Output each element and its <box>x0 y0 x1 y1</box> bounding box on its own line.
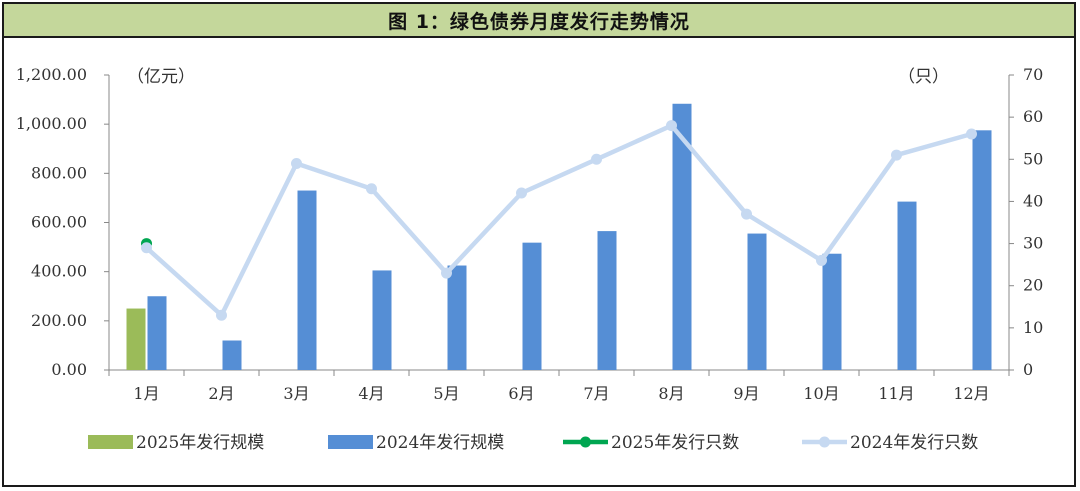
bar <box>522 242 542 370</box>
right-tick-label: 40 <box>1023 191 1043 210</box>
bar <box>297 190 317 370</box>
x-tick-label: 11月 <box>878 384 914 403</box>
x-tick-label: 5月 <box>433 384 459 403</box>
left-tick-label: 0.00 <box>51 360 87 379</box>
bars <box>126 103 992 370</box>
legend-label: 2025年发行规模 <box>136 433 264 453</box>
x-tick-label: 3月 <box>283 384 309 403</box>
line-point <box>816 254 827 266</box>
right-tick-label: 0 <box>1023 360 1033 379</box>
x-tick-label: 2月 <box>208 384 234 403</box>
bar <box>147 296 167 370</box>
x-tick-label: 8月 <box>658 384 684 403</box>
right-tick-label: 10 <box>1023 318 1043 337</box>
bar <box>822 253 842 370</box>
chart-title: 图 1：绿色债券月度发行走势情况 <box>388 10 690 33</box>
line-point <box>741 208 752 220</box>
line-point <box>216 309 227 321</box>
x-tick-label: 7月 <box>583 384 609 403</box>
bar <box>747 233 767 370</box>
left-tick-label: 400.00 <box>31 262 87 281</box>
legend-label: 2024年发行只数 <box>850 433 978 453</box>
right-tick-label: 30 <box>1023 234 1043 253</box>
bar <box>597 231 617 370</box>
series-line <box>144 123 973 318</box>
line-point <box>141 242 152 254</box>
line-point <box>291 158 302 169</box>
x-tick-label: 9月 <box>733 384 759 403</box>
x-tick-label: 6月 <box>508 384 534 403</box>
bar <box>672 103 692 370</box>
chart-title-bar: 图 1：绿色债券月度发行走势情况 <box>4 4 1074 38</box>
lines <box>141 120 977 321</box>
bar <box>372 270 392 370</box>
line-point <box>366 183 377 195</box>
line-point <box>441 267 452 279</box>
right-tick-label: 20 <box>1023 276 1043 295</box>
bar <box>222 340 242 370</box>
line-point <box>966 128 977 140</box>
line-point <box>591 153 602 165</box>
right-tick-label: 70 <box>1023 65 1043 84</box>
left-tick-label: 1,000.00 <box>16 114 87 133</box>
legend-swatch <box>328 435 373 449</box>
left-tick-label: 600.00 <box>31 213 87 232</box>
bar <box>972 130 992 370</box>
line-point <box>516 187 527 199</box>
right-tick-label: 60 <box>1023 107 1043 126</box>
line-point <box>666 120 677 132</box>
left-tick-label: 200.00 <box>31 311 87 330</box>
right-tick-label: 50 <box>1023 149 1043 168</box>
axes: 0.00 200.00 400.00 600.00 800.00 1,000.00 1,20… <box>16 65 1044 403</box>
left-tick-label: 1,200.00 <box>16 65 87 84</box>
x-tick-label: 10月 <box>803 384 839 403</box>
left-unit-label: （亿元） <box>127 67 195 87</box>
legend-label: 2024年发行规模 <box>376 433 504 453</box>
legend-marker <box>819 436 830 448</box>
bar <box>897 201 917 370</box>
x-tick-label: 4月 <box>358 384 384 403</box>
right-unit-label: （只） <box>898 67 949 87</box>
x-tick-label: 12月 <box>953 384 989 403</box>
bar <box>447 265 467 370</box>
legend-label: 2025年发行只数 <box>611 433 739 453</box>
legend-marker <box>580 436 591 448</box>
x-tick-label: 1月 <box>133 384 159 403</box>
bar <box>126 308 146 370</box>
legend-swatch <box>88 435 133 449</box>
legend: 2025年发行规模 2024年发行规模 2025年发行只数 2024年发行只数 <box>88 433 978 453</box>
left-tick-label: 800.00 <box>31 163 87 182</box>
line-point <box>891 149 902 161</box>
